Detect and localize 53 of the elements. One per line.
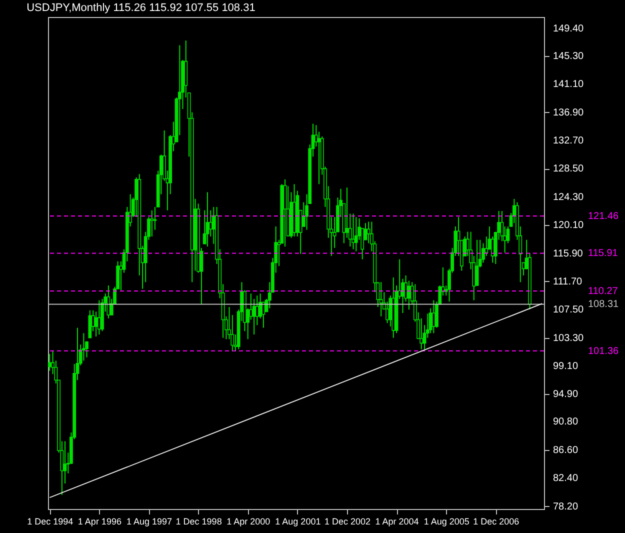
candlestick bbox=[475, 239, 479, 286]
candlestick bbox=[354, 216, 358, 252]
x-tick-label: 1 Dec 1994 bbox=[27, 516, 74, 526]
x-tick-label: 1 Dec 2002 bbox=[324, 516, 371, 526]
candlestick bbox=[386, 301, 389, 324]
y-tick-label: 120.10 bbox=[553, 220, 584, 232]
candlestick bbox=[262, 301, 266, 328]
candlestick bbox=[249, 293, 253, 320]
ref-line-label: 110.27 bbox=[588, 286, 618, 298]
y-tick-label: 86.60 bbox=[553, 444, 578, 456]
y-tick-label: 124.30 bbox=[553, 192, 584, 203]
candlestick bbox=[150, 210, 154, 237]
candlestick bbox=[82, 332, 86, 362]
candlestick bbox=[94, 311, 98, 337]
x-tick-label: 1 Apr 1996 bbox=[78, 516, 122, 526]
ref-line-label: 101.36 bbox=[588, 346, 620, 357]
y-tick-label: 94.90 bbox=[553, 389, 578, 400]
x-tick-label: 1 Aug 1997 bbox=[126, 516, 172, 526]
y-tick-label: 141.10 bbox=[553, 79, 584, 90]
y-tick-label: 145.30 bbox=[553, 50, 584, 62]
chart-title: USDJPY,Monthly 115.26 115.92 107.55 108.31 bbox=[26, 2, 256, 14]
candlestick bbox=[255, 295, 259, 326]
candlestick bbox=[106, 284, 110, 319]
candlestick bbox=[283, 178, 287, 248]
candlestick bbox=[63, 440, 67, 484]
candlestick bbox=[379, 282, 383, 317]
candlestick bbox=[88, 310, 92, 338]
candlestick bbox=[208, 210, 212, 237]
y-tick-label: 103.30 bbox=[553, 332, 584, 344]
x-tick-label: 1 Aug 2001 bbox=[275, 516, 321, 526]
ref-line-label: 108.31 bbox=[588, 299, 620, 310]
y-tick-label: 111.70 bbox=[553, 276, 583, 288]
y-tick-label: 132.70 bbox=[553, 136, 584, 147]
y-tick-label: 90.80 bbox=[553, 416, 578, 428]
candlestick bbox=[345, 186, 349, 238]
y-tick-label: 115.90 bbox=[553, 248, 584, 260]
y-tick-label: 82.40 bbox=[553, 473, 578, 484]
x-tick-label: 1 Apr 2004 bbox=[375, 516, 419, 526]
y-tick-label: 149.40 bbox=[553, 23, 584, 34]
candlestick bbox=[420, 318, 424, 350]
y-tick-label: 78.20 bbox=[553, 501, 578, 512]
y-tick-label: 128.50 bbox=[553, 164, 584, 175]
ref-line-label: 115.91 bbox=[588, 248, 618, 260]
y-tick-label: 136.90 bbox=[553, 107, 584, 118]
candlestick bbox=[484, 236, 488, 256]
y-tick-label: 107.50 bbox=[553, 304, 584, 316]
y-tick-label: 99.10 bbox=[553, 361, 578, 372]
candlestick bbox=[432, 300, 436, 334]
x-tick-label: 1 Apr 2000 bbox=[226, 516, 270, 526]
x-tick-label: 1 Dec 2006 bbox=[473, 516, 520, 526]
ref-line-label: 121.46 bbox=[588, 210, 620, 222]
x-tick-label: 1 Dec 1998 bbox=[176, 516, 222, 526]
x-tick-label: 1 Aug 2005 bbox=[424, 516, 470, 526]
